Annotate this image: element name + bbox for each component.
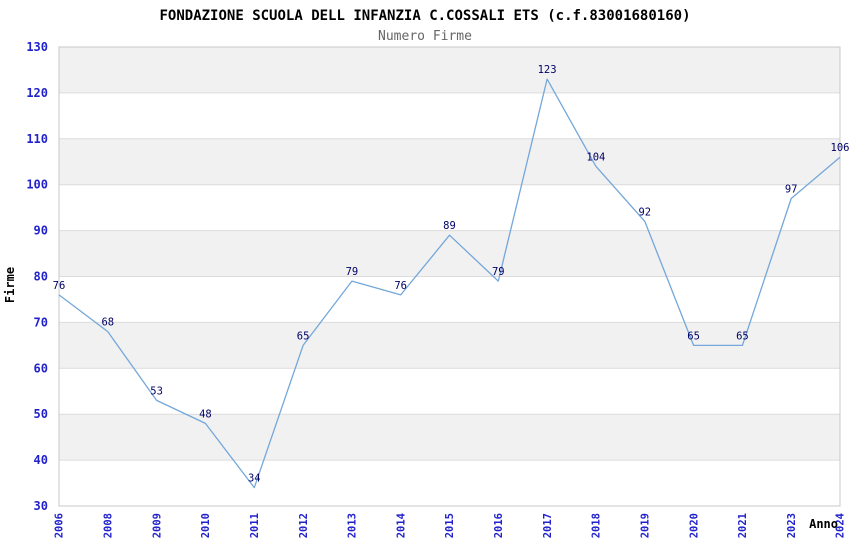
- chart-title: FONDAZIONE SCUOLA DELL INFANZIA C.COSSAL…: [159, 8, 690, 24]
- background-band: [59, 47, 840, 93]
- value-label: 79: [346, 266, 359, 278]
- x-tick-label: 2012: [298, 513, 310, 538]
- data-line-series: [58, 78, 841, 489]
- x-tick-label: 2018: [591, 513, 603, 538]
- x-tick-label: 2014: [395, 513, 407, 538]
- y-tick-label: 130: [26, 40, 48, 54]
- background-band: [59, 414, 840, 461]
- x-tick-label: 2009: [151, 513, 163, 538]
- x-tick-label: 2021: [737, 513, 749, 538]
- value-label: 106: [831, 142, 850, 154]
- value-label: 79: [492, 266, 505, 278]
- y-tick-label: 70: [34, 315, 48, 329]
- y-axis-title: Firme: [3, 267, 17, 303]
- value-label: 68: [101, 317, 114, 329]
- x-tick-label: 2016: [493, 513, 505, 538]
- value-label: 48: [199, 408, 212, 420]
- y-tick-label: 30: [34, 499, 48, 513]
- value-label: 65: [687, 330, 700, 342]
- x-tick-label: 2008: [102, 513, 114, 538]
- y-tick-label: 60: [34, 361, 48, 375]
- y-tick-label: 110: [26, 132, 48, 146]
- value-labels: 76 68 53 48 34 65 79 76 89 79 123 104 92 65 65 97 106: [53, 64, 850, 485]
- x-axis-tick-labels: 2006 2008 2009 2010 2011 2012 2013 2014 2015 2016…: [54, 513, 847, 538]
- value-label: 65: [736, 330, 749, 342]
- value-label: 53: [150, 385, 163, 397]
- x-tick-label: 2017: [542, 513, 554, 538]
- x-tick-label: 2010: [200, 513, 212, 538]
- x-tick-label: 2019: [639, 513, 651, 538]
- x-tick-label: 2011: [249, 513, 261, 538]
- value-label: 123: [538, 64, 557, 76]
- x-tick-label: 2006: [54, 513, 66, 538]
- value-label: 65: [297, 330, 310, 342]
- x-tick-label: 2020: [688, 513, 700, 538]
- plot-frame: [58, 46, 841, 507]
- y-tick-label: 80: [34, 270, 48, 284]
- y-axis-tick-labels: 30 40 50 60 70 80 90 100 110 120 130: [26, 40, 48, 513]
- x-tick-label: 2024: [835, 513, 847, 538]
- value-label: 104: [586, 151, 605, 163]
- value-label: 97: [785, 184, 798, 196]
- value-label: 34: [248, 473, 261, 485]
- value-label: 76: [394, 280, 407, 292]
- x-tick-label: 2013: [347, 513, 359, 538]
- y-tick-label: 120: [26, 86, 48, 100]
- chart-subtitle: Numero Firme: [378, 29, 472, 44]
- y-tick-label: 40: [34, 453, 48, 467]
- plot-bands: [59, 47, 840, 461]
- data-line: [58, 78, 841, 489]
- y-tick-label: 100: [26, 178, 48, 192]
- x-axis-title: Anno: [809, 517, 838, 531]
- x-tick-label: 2015: [444, 513, 456, 538]
- y-tick-label: 90: [34, 224, 48, 238]
- value-label: 92: [638, 206, 651, 218]
- y-tick-label: 50: [34, 407, 48, 421]
- background-band: [59, 138, 840, 185]
- value-label: 89: [443, 220, 456, 232]
- background-band: [59, 230, 840, 277]
- x-tick-label: 2023: [786, 513, 798, 538]
- value-label: 76: [53, 280, 66, 292]
